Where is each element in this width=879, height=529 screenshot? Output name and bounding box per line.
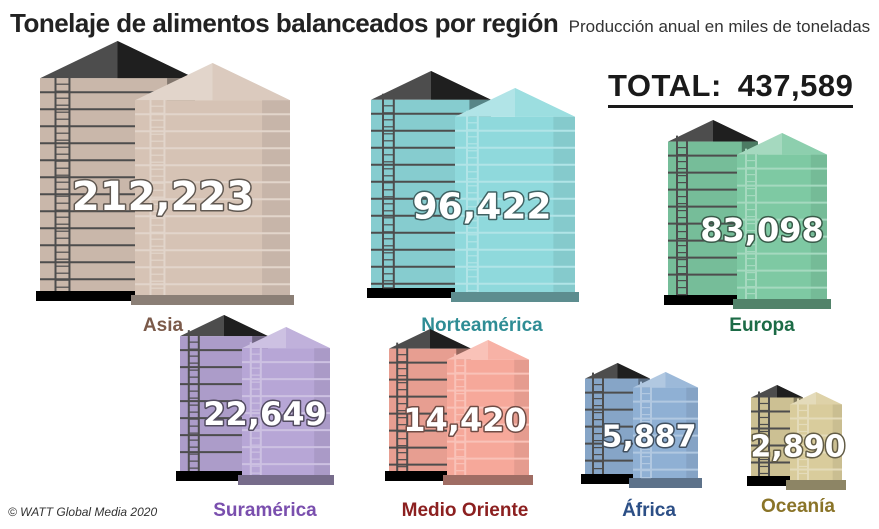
silo-shadow [810, 154, 827, 299]
silo-body [447, 359, 529, 475]
silo-roof-side [782, 133, 827, 155]
silo-group: 5,887 África [581, 363, 702, 521]
silo-roof-side [212, 63, 290, 101]
silo-base [443, 475, 533, 485]
silo-roof-side [286, 327, 330, 349]
silo-base [664, 295, 762, 305]
total-value: 437,589 [737, 68, 854, 103]
silo-base [36, 291, 199, 301]
silo-group: 22,649 Suramérica [176, 315, 334, 521]
total-summary: TOTAL: 437,589 [608, 68, 854, 108]
silo-base [451, 292, 579, 302]
silo-shadow [686, 387, 698, 478]
silo-roof-side [816, 392, 842, 405]
silo-base [733, 299, 831, 309]
silo-base [385, 471, 475, 481]
silo-body [242, 348, 330, 475]
category-label: Europa [729, 315, 795, 336]
silo-base [629, 478, 702, 488]
silo-group: 14,420 Medio Oriente [385, 329, 533, 521]
silo-group: 212,223 Asia [36, 41, 294, 336]
silo-shadow [553, 116, 575, 292]
silo-roof-side [430, 329, 471, 349]
category-label: Oceanía [761, 496, 835, 517]
category-label: Asia [143, 315, 184, 336]
silo-base [131, 295, 294, 305]
data-label: 96,422 [413, 186, 552, 227]
silo-base [367, 288, 495, 298]
silo-group: 96,422 Norteamérica [367, 71, 579, 336]
data-label: 5,887 [602, 419, 697, 454]
data-label: 212,223 [72, 174, 254, 220]
copyright-note: © WATT Global Media 2020 [8, 505, 158, 519]
silo-shadow [262, 100, 290, 295]
chart-title: Tonelaje de alimentos balanceados por re… [10, 8, 559, 38]
data-label: 2,890 [751, 429, 846, 464]
data-label: 83,098 [700, 211, 823, 249]
silo-shadow [514, 359, 529, 475]
silo-base [747, 476, 807, 486]
silo-roof-side [117, 41, 195, 79]
title-row: Tonelaje de alimentos balanceados por re… [10, 8, 870, 39]
silo-roof-side [224, 315, 268, 337]
silo-group: 83,098 Europa [664, 120, 831, 336]
silo-roof-side [431, 71, 491, 100]
silo-base [581, 474, 654, 484]
silo-base [238, 475, 334, 485]
silo-base [176, 471, 272, 481]
data-label: 14,420 [403, 401, 526, 439]
total-label: TOTAL: [608, 68, 722, 103]
category-label: África [622, 499, 676, 521]
silo-roof-side [713, 120, 758, 142]
silo-body [633, 387, 698, 478]
silo-roof-side [515, 88, 575, 117]
category-label: Suramérica [213, 500, 317, 521]
category-label: Medio Oriente [402, 500, 529, 521]
silo-roof-side [665, 372, 698, 388]
silo-base [786, 480, 846, 490]
silo-shadow [832, 404, 842, 480]
silo-body [737, 154, 827, 299]
silo-roof-side [488, 340, 529, 360]
chart-subtitle: Producción anual en miles de toneladas [568, 17, 871, 36]
data-label: 22,649 [203, 395, 326, 433]
category-label: Norteamérica [421, 315, 543, 336]
silo-group: 2,890 Oceanía [747, 385, 847, 517]
silo-roof-side [777, 385, 803, 398]
silo-roof-side [617, 363, 650, 379]
